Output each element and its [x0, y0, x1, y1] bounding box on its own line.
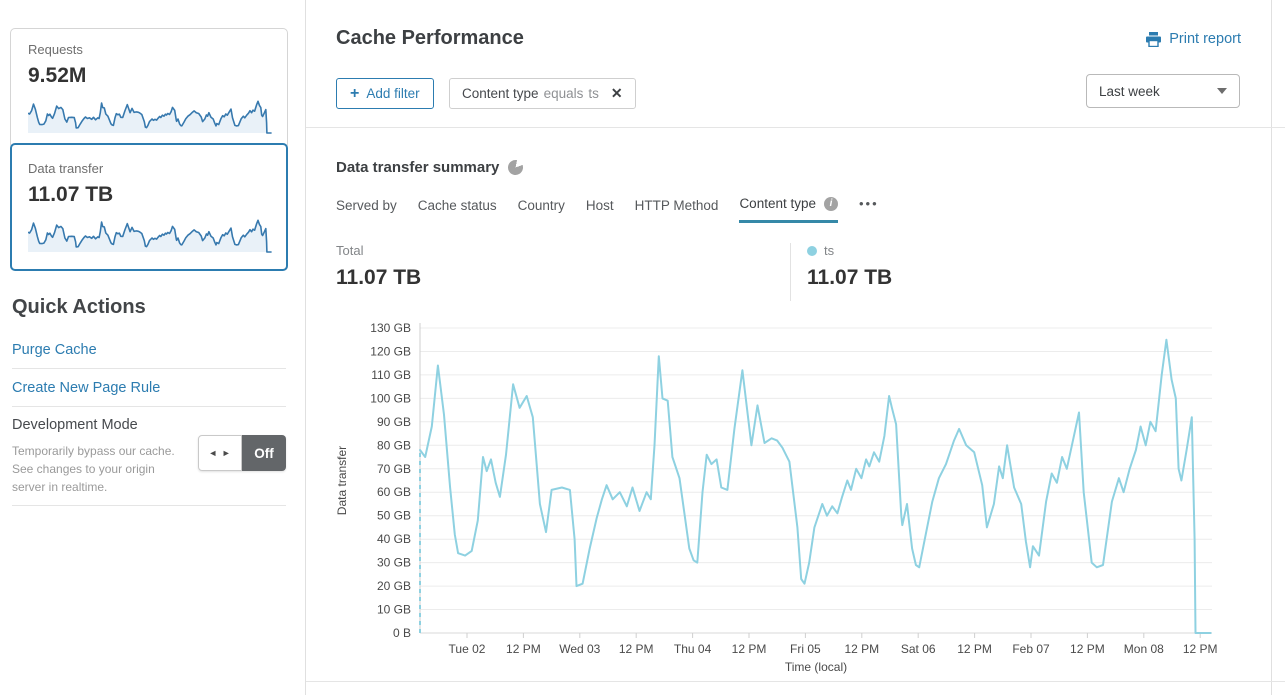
- svg-text:20 GB: 20 GB: [377, 579, 411, 593]
- legend-label: ts: [824, 243, 835, 258]
- tab-content-type[interactable]: Content type i: [739, 196, 838, 223]
- divider: [12, 505, 286, 506]
- add-filter-button[interactable]: + Add filter: [336, 78, 434, 109]
- page-right-edge: [1271, 0, 1272, 695]
- legend-stat: ts 11.07 TB: [790, 243, 892, 301]
- svg-text:12 PM: 12 PM: [619, 642, 654, 656]
- svg-text:80 GB: 80 GB: [377, 438, 411, 452]
- total-stat: Total 11.07 TB: [336, 243, 421, 290]
- svg-text:60 GB: 60 GB: [377, 485, 411, 499]
- summary-title: Data transfer summary: [336, 159, 500, 176]
- print-report-label: Print report: [1169, 31, 1241, 47]
- svg-text:100 GB: 100 GB: [370, 391, 411, 405]
- transfer-chart: 0 B 10 GB 20 GB 30 GB 40 GB 50 GB 60 GB 70 GB 80…: [335, 321, 1218, 674]
- svg-text:40 GB: 40 GB: [377, 532, 411, 546]
- svg-text:0 B: 0 B: [393, 626, 411, 640]
- development-mode-description: Temporarily bypass our cache. See change…: [12, 444, 175, 494]
- data-transfer-metric-card[interactable]: Data transfer 11.07 TB: [10, 143, 288, 271]
- date-range-value: Last week: [1099, 83, 1160, 99]
- chevron-down-icon: [1217, 88, 1227, 94]
- toggle-state-label: Off: [242, 435, 286, 471]
- svg-text:12 PM: 12 PM: [1070, 642, 1105, 656]
- data-transfer-card-label: Data transfer: [28, 161, 104, 176]
- total-label: Total: [336, 243, 364, 258]
- svg-text:Mon 08: Mon 08: [1124, 642, 1164, 656]
- svg-text:Thu 04: Thu 04: [674, 642, 712, 656]
- remove-filter-icon[interactable]: ✕: [610, 85, 623, 101]
- data-transfer-card-value: 11.07 TB: [28, 183, 114, 206]
- svg-text:50 GB: 50 GB: [377, 509, 411, 523]
- tab-http-method[interactable]: HTTP Method: [634, 197, 719, 213]
- svg-text:Wed 03: Wed 03: [559, 642, 600, 656]
- page-title: Cache Performance: [336, 27, 524, 49]
- quick-actions-title: Quick Actions: [12, 296, 146, 318]
- svg-text:Sat 06: Sat 06: [901, 642, 936, 656]
- plus-icon: +: [350, 84, 360, 102]
- tab-host[interactable]: Host: [585, 197, 614, 213]
- svg-text:110 GB: 110 GB: [371, 368, 411, 382]
- legend-value: 11.07 TB: [807, 266, 893, 289]
- header-divider: [306, 127, 1285, 128]
- toggle-arrows-icon: ◄ ►: [208, 448, 232, 458]
- filter-operator: equals: [543, 86, 584, 101]
- requests-card-value: 9.52M: [28, 64, 87, 87]
- svg-text:12 PM: 12 PM: [732, 642, 767, 656]
- toggle-handle[interactable]: ◄ ►: [198, 435, 242, 471]
- svg-text:Feb 07: Feb 07: [1012, 642, 1050, 656]
- svg-text:70 GB: 70 GB: [377, 462, 411, 476]
- requests-metric-card[interactable]: Requests 9.52M: [10, 28, 288, 149]
- pie-chart-icon: [507, 158, 525, 177]
- total-value: 11.07 TB: [336, 266, 422, 289]
- svg-text:12 PM: 12 PM: [506, 642, 541, 656]
- svg-text:120 GB: 120 GB: [370, 345, 411, 359]
- svg-text:Time (local): Time (local): [785, 660, 847, 674]
- create-page-rule-link[interactable]: Create New Page Rule: [12, 380, 161, 396]
- filter-value: ts: [588, 86, 599, 101]
- svg-text:Data transfer: Data transfer: [335, 446, 349, 515]
- svg-text:90 GB: 90 GB: [377, 415, 411, 429]
- development-mode-title: Development Mode: [12, 417, 138, 433]
- summary-title-row: Data transfer summary: [336, 158, 525, 177]
- info-icon[interactable]: i: [824, 196, 838, 211]
- purge-cache-link[interactable]: Purge Cache: [12, 342, 97, 358]
- svg-text:12 PM: 12 PM: [1183, 642, 1218, 656]
- svg-text:130 GB: 130 GB: [370, 321, 411, 335]
- section-divider: [306, 681, 1285, 682]
- data-transfer-sparkline: [28, 219, 272, 253]
- summary-tabs: Served by Cache status Country Host HTTP…: [336, 196, 879, 223]
- printer-icon: [1146, 31, 1162, 47]
- requests-sparkline: [28, 100, 272, 134]
- legend-item: ts: [807, 243, 892, 258]
- print-report-link[interactable]: Print report: [1145, 31, 1241, 47]
- requests-card-label: Requests: [28, 42, 83, 57]
- tab-cache-status[interactable]: Cache status: [417, 197, 497, 213]
- svg-text:10 GB: 10 GB: [377, 603, 411, 617]
- svg-text:Fri 05: Fri 05: [790, 642, 821, 656]
- date-range-select[interactable]: Last week: [1086, 74, 1240, 108]
- divider: [12, 368, 286, 369]
- tab-served-by[interactable]: Served by: [336, 197, 397, 213]
- development-mode-toggle[interactable]: ◄ ► Off: [198, 435, 286, 471]
- sidebar-main-divider: [305, 0, 306, 695]
- more-tabs-icon[interactable]: •••: [859, 196, 879, 211]
- analytics-sidebar: Requests 9.52M Data transfer 11.07 TB Qu…: [0, 0, 305, 695]
- legend-dot: [807, 245, 817, 256]
- filter-field: Content type: [462, 86, 539, 101]
- divider: [12, 406, 286, 407]
- tab-country[interactable]: Country: [517, 197, 565, 213]
- add-filter-label: Add filter: [366, 86, 420, 101]
- svg-text:12 PM: 12 PM: [844, 642, 879, 656]
- svg-text:12 PM: 12 PM: [957, 642, 992, 656]
- svg-text:30 GB: 30 GB: [377, 556, 411, 570]
- filter-chip-content-type[interactable]: Content type equals ts ✕: [449, 78, 636, 109]
- svg-text:Tue 02: Tue 02: [449, 642, 486, 656]
